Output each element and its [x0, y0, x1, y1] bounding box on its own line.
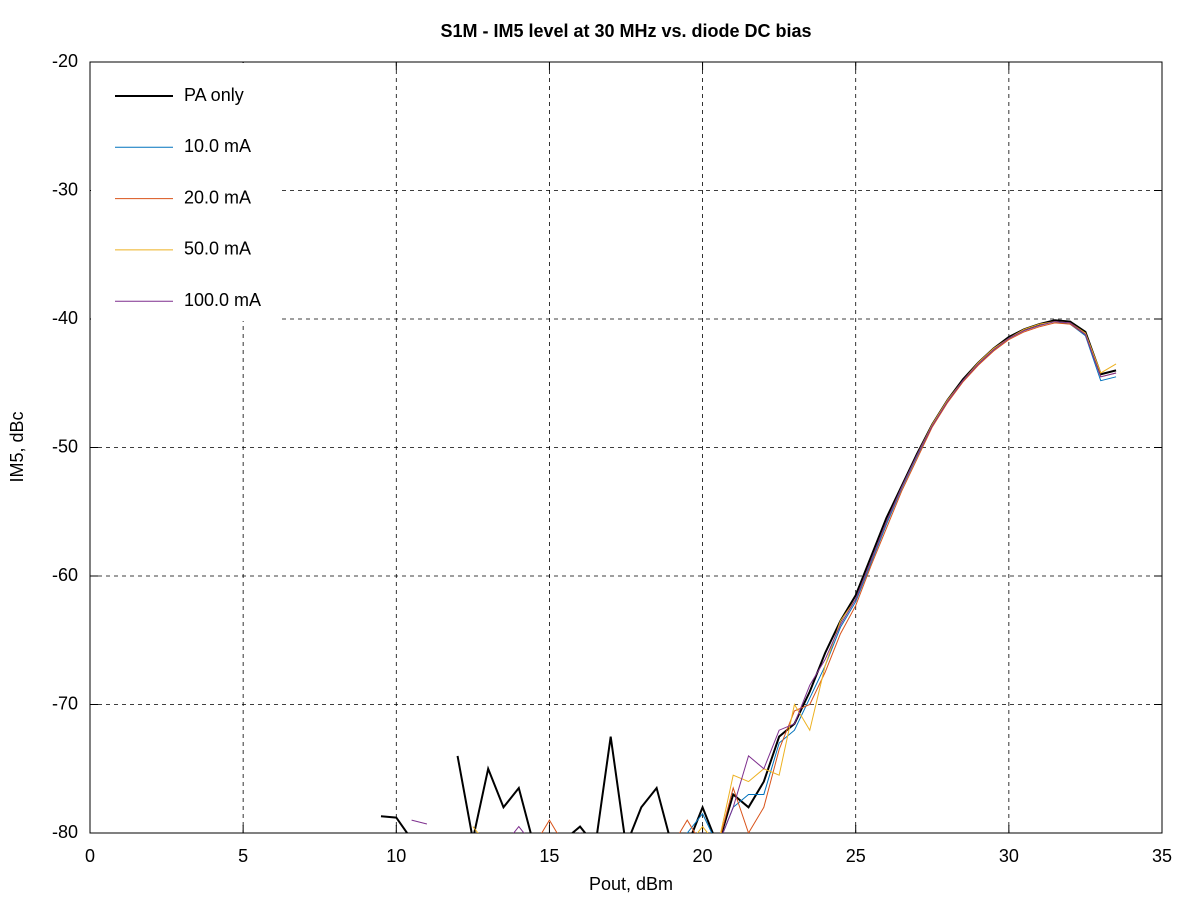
legend-box [91, 63, 281, 321]
y-tick-label: -70 [52, 693, 78, 713]
legend-label: 20.0 mA [184, 187, 251, 207]
legend-label: 50.0 mA [184, 239, 251, 259]
series-line [696, 321, 1117, 833]
y-tick-label: -20 [52, 51, 78, 71]
series-line [456, 319, 1117, 833]
y-tick-label: -60 [52, 565, 78, 585]
series-line [701, 321, 1117, 833]
plot-frame [89, 61, 1163, 834]
series-line [541, 819, 558, 833]
x-tick-label: 0 [85, 846, 95, 866]
y-tick-label: -30 [52, 179, 78, 199]
plot-area [380, 319, 1117, 833]
chart-title: S1M - IM5 level at 30 MHz vs. diode DC b… [440, 21, 811, 41]
x-tick-label: 35 [1152, 846, 1172, 866]
x-tick-label: 25 [846, 846, 866, 866]
legend-label: 100.0 mA [184, 290, 261, 310]
x-tick-label: 5 [238, 846, 248, 866]
legend-label: 10.0 mA [184, 136, 251, 156]
x-tick-label: 30 [999, 846, 1019, 866]
series-line [472, 826, 479, 833]
series-line [513, 825, 581, 833]
y-axis-label: IM5, dBc [7, 411, 27, 482]
y-tick-label: -50 [52, 436, 78, 456]
x-tick-label: 15 [539, 846, 559, 866]
x-tick-label: 10 [386, 846, 406, 866]
series-line [380, 815, 409, 833]
y-tick-label: -40 [52, 308, 78, 328]
legend-label: PA only [184, 85, 244, 105]
x-axis-label: Pout, dBm [589, 874, 673, 894]
series-line [686, 321, 1117, 833]
x-tick-label: 20 [693, 846, 713, 866]
series-line [411, 819, 428, 825]
y-tick-label: -80 [52, 822, 78, 842]
series-line [679, 322, 1117, 833]
